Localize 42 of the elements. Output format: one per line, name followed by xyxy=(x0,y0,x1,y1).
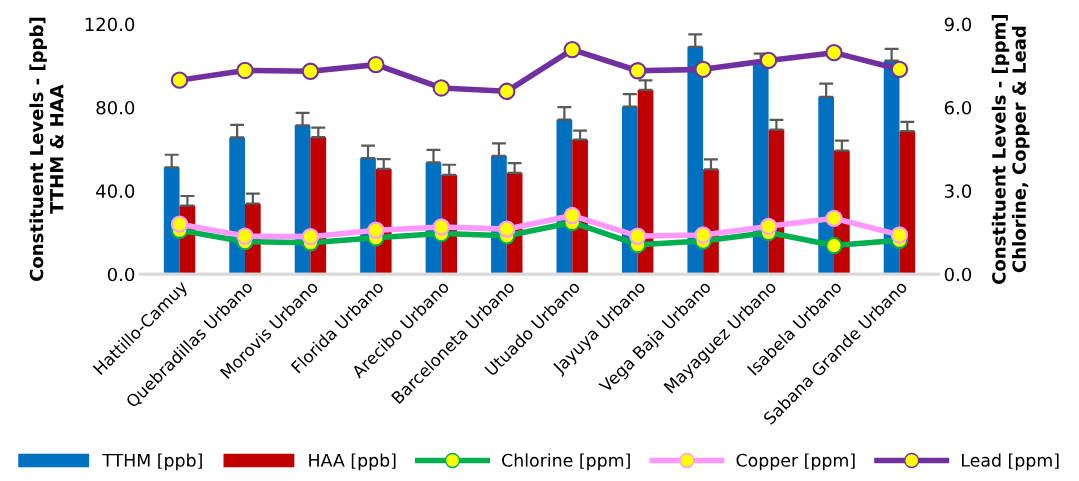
y2-tick-label: 6.0 xyxy=(944,100,972,115)
point xyxy=(236,227,254,245)
point xyxy=(236,61,254,80)
point xyxy=(498,220,516,238)
bar xyxy=(752,63,769,275)
y2-tick-label: 9.0 xyxy=(944,17,972,32)
point xyxy=(759,51,778,70)
y-tick-label: 0.0 xyxy=(107,267,135,282)
y-tick-label: 120.0 xyxy=(85,17,135,32)
bar xyxy=(899,131,916,275)
y-tick-label: 40.0 xyxy=(96,184,135,198)
point xyxy=(170,215,189,233)
y-tick-label: 80.0 xyxy=(96,100,135,115)
point xyxy=(170,71,189,89)
point xyxy=(825,44,843,62)
legend-label: Copper [ppm] xyxy=(736,453,855,471)
y2-tick-label: 0.0 xyxy=(944,267,972,282)
point xyxy=(694,226,712,244)
point xyxy=(825,236,843,255)
point xyxy=(498,82,516,100)
point xyxy=(628,62,647,80)
legend-label: TTHM [ppb] xyxy=(102,453,202,471)
point xyxy=(759,217,778,236)
legend-label: Chlorine [ppm] xyxy=(502,453,630,471)
point xyxy=(694,60,712,79)
point xyxy=(825,209,843,227)
point xyxy=(367,221,385,239)
point xyxy=(432,218,451,236)
point xyxy=(563,206,581,225)
point xyxy=(432,79,451,97)
point xyxy=(301,227,320,246)
y-axis-title: Constituent Levels - [ppb] TTHM & HAA xyxy=(29,17,64,282)
point xyxy=(367,55,385,74)
point xyxy=(890,226,909,244)
point xyxy=(890,60,909,79)
legend-label: Lead [ppm] xyxy=(962,453,1059,471)
y2-tick-label: 3.0 xyxy=(944,184,972,198)
point xyxy=(563,40,581,59)
point xyxy=(301,62,320,80)
y2-axis-title: Constituent Levels - [ppm] Chlorine, Copper & Lead xyxy=(991,14,1030,284)
point xyxy=(628,227,647,245)
legend-label: HAA [ppb] xyxy=(309,453,396,471)
